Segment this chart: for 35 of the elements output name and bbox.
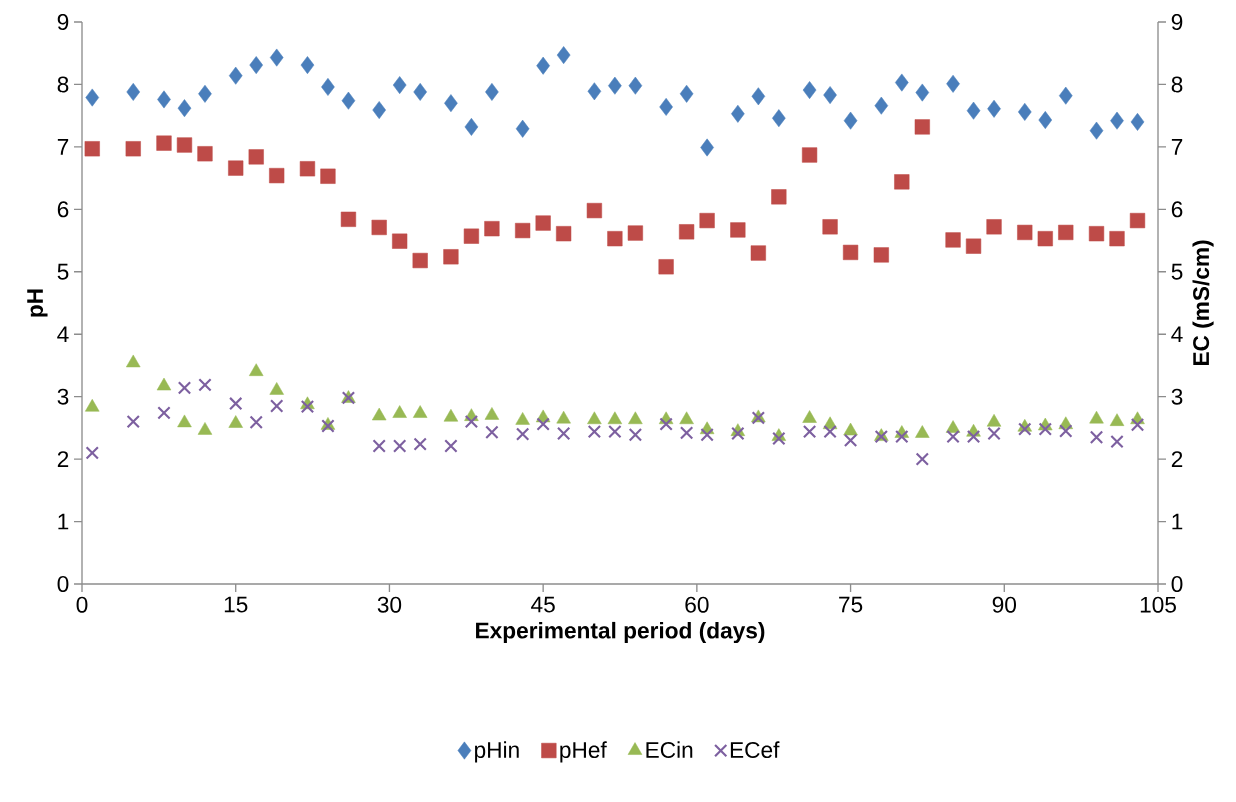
y-tick-label: 8 — [57, 76, 69, 93]
y-tick-label: 9 — [57, 13, 69, 31]
y2-tick-label: 7 — [1171, 139, 1183, 155]
x-tick-label: 75 — [839, 596, 863, 613]
y2-tick-label: 4 — [1171, 326, 1183, 343]
legend-label: pHef — [560, 741, 607, 763]
x-axis-title: Experimental period (days) — [476, 621, 765, 644]
legend-label: ECin — [646, 741, 693, 758]
y2-tick-label: 2 — [1171, 451, 1183, 468]
y2-tick-label: 1 — [1172, 513, 1183, 530]
y-tick-label: 1 — [58, 513, 69, 530]
x-tick-label: 105 — [1140, 596, 1176, 613]
x-tick-label: 15 — [224, 596, 248, 613]
y2-tick-label: 0 — [1171, 575, 1183, 593]
legend-label: ECef — [730, 741, 780, 758]
y2-tick-label: 5 — [1171, 263, 1183, 280]
y2-axis-title: EC (mS/cm) — [1192, 240, 1214, 366]
y2-tick-label: 6 — [1171, 201, 1183, 218]
y2-tick-label: 3 — [1171, 388, 1183, 405]
y-tick-label: 7 — [57, 139, 69, 155]
y-tick-label: 4 — [57, 326, 69, 343]
y-tick-label: 6 — [57, 201, 69, 218]
y2-tick-label: 9 — [1171, 13, 1183, 31]
legend-label: pHin — [475, 741, 519, 763]
y2-tick-label: 8 — [1171, 76, 1183, 93]
x-tick-label: 0 — [76, 596, 88, 613]
x-tick-label: 90 — [992, 596, 1017, 613]
y-tick-label: 0 — [57, 575, 69, 593]
y-tick-label: 2 — [57, 451, 69, 468]
x-tick-label: 30 — [377, 596, 402, 613]
y-tick-label: 3 — [57, 388, 69, 405]
y-axis-title: pH — [27, 289, 48, 317]
x-tick-label: 45 — [531, 596, 555, 613]
y-tick-label: 5 — [57, 263, 69, 280]
x-tick-label: 60 — [685, 596, 709, 613]
